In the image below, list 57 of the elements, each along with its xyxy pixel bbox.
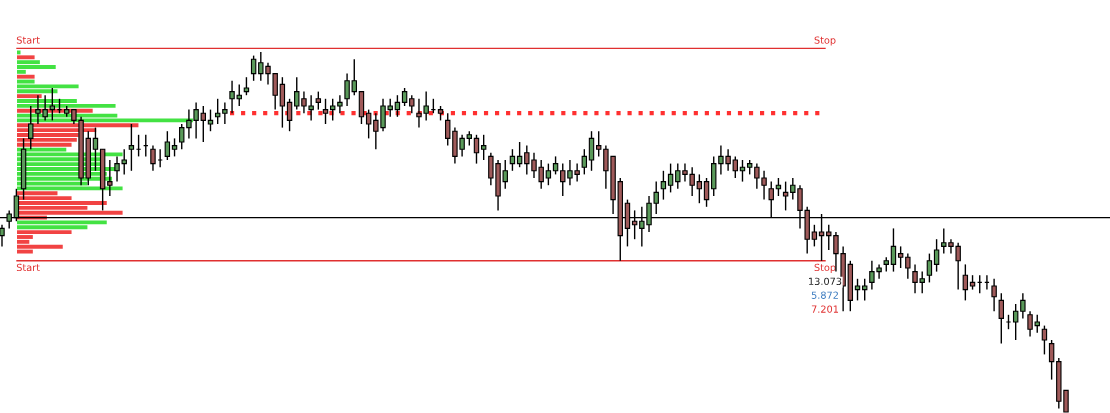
candlestick xyxy=(905,252,911,280)
candlestick xyxy=(696,173,703,204)
annotation: 13.073 xyxy=(809,277,842,285)
candlestick xyxy=(991,278,997,312)
candlestick xyxy=(890,227,897,273)
candlestick xyxy=(667,162,674,194)
candlestick xyxy=(207,108,214,132)
annotation: 7.201 xyxy=(811,305,839,313)
candlestick xyxy=(1048,339,1055,381)
candlestick xyxy=(581,148,588,176)
candlestick xyxy=(107,159,113,197)
candlestick xyxy=(897,245,904,269)
bar xyxy=(17,186,123,191)
candlestick xyxy=(150,144,156,172)
candlestick xyxy=(322,98,329,125)
candlestick xyxy=(365,108,372,140)
candlestick xyxy=(926,252,933,284)
candlestick xyxy=(998,292,1005,345)
candlestick xyxy=(703,177,710,208)
candlestick xyxy=(473,134,480,165)
bar xyxy=(17,84,79,89)
candlestick xyxy=(0,224,5,248)
candlestick xyxy=(1020,292,1026,320)
candlestick xyxy=(933,238,940,273)
bar xyxy=(17,55,35,60)
candlestick xyxy=(782,180,789,212)
candlestick xyxy=(164,130,171,161)
candlestick xyxy=(861,278,868,302)
bar xyxy=(17,50,21,55)
candlestick xyxy=(394,94,401,118)
candlestick xyxy=(250,54,257,82)
text: Start xyxy=(16,36,40,44)
candlestick xyxy=(509,148,516,172)
bar xyxy=(17,74,35,79)
candlestick xyxy=(588,130,595,172)
candlestick xyxy=(811,224,818,248)
candlestick xyxy=(28,105,34,150)
candlestick xyxy=(660,170,667,201)
candlestick xyxy=(480,134,487,161)
annotation: 5.872 xyxy=(811,291,838,299)
annotation: Start xyxy=(16,263,40,272)
candlestick xyxy=(1012,303,1019,341)
candlestick xyxy=(1041,324,1048,356)
candlestick xyxy=(128,123,135,172)
text: Stop xyxy=(814,36,836,46)
candlestick xyxy=(222,101,228,125)
candlestick xyxy=(854,278,861,302)
candlestick xyxy=(516,141,523,168)
candlestick xyxy=(92,126,99,172)
candlestick xyxy=(279,76,286,129)
candlestick xyxy=(545,162,552,186)
bar xyxy=(17,220,107,225)
bar xyxy=(17,230,72,235)
candlestick xyxy=(49,87,56,122)
candlestick xyxy=(286,98,293,132)
candlestick xyxy=(962,263,969,302)
bar xyxy=(17,94,42,99)
